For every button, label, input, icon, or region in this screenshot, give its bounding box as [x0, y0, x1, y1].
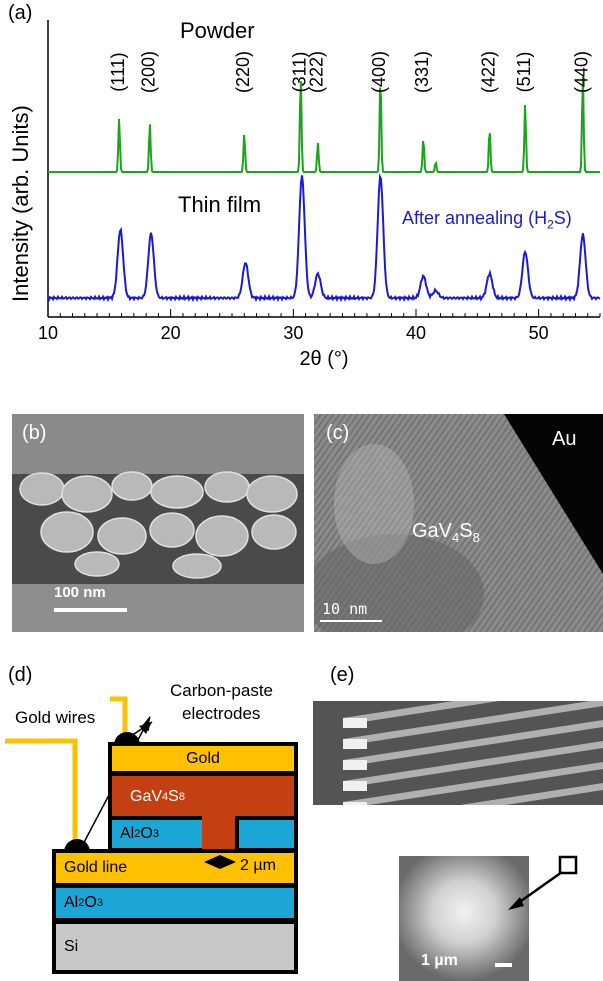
panel-a-label: (a) — [8, 2, 33, 24]
carbon-label-2: electrodes — [182, 704, 261, 723]
gav4s8-label: GaV4S8 — [412, 520, 480, 545]
powder-series-line — [48, 76, 600, 173]
hkl-label: (511) — [514, 52, 534, 93]
carbon-label-1: Carbon-paste — [170, 681, 274, 700]
hkl-label: (111) — [108, 52, 128, 91]
panel-d-label: (d) — [8, 664, 33, 686]
scale-bar-c — [320, 620, 382, 622]
thin-film-series-line — [47, 172, 601, 303]
scale-bar-c-label: 10 nm — [322, 600, 368, 618]
hkl-label: (220) — [233, 51, 253, 93]
x-tick-label: 10 — [38, 323, 58, 343]
electrode-stripe — [343, 741, 603, 788]
gold-wires-label: Gold wires — [15, 708, 96, 727]
electrode-pad — [343, 760, 367, 770]
inset-scale-label: 1 µm — [421, 952, 458, 969]
inset-image: 1 µm — [399, 856, 529, 981]
sem-image: (b) 100 nm — [12, 414, 304, 632]
al2o3-top-layer: Al 2 O 3 — [108, 816, 206, 852]
annealing-label: After annealing (H2S) — [402, 208, 572, 232]
electrode-pad — [343, 781, 367, 791]
powder-label: Powder — [180, 18, 255, 43]
panel-e-label: (e) — [330, 664, 355, 686]
al2o3-top-right-layer — [235, 816, 298, 852]
au-label: Au — [552, 428, 577, 450]
hkl-label: (400) — [369, 51, 389, 93]
x-axis-label: 2θ (°) — [299, 348, 348, 370]
si-layer: Si — [52, 920, 298, 974]
gav4s8-layer: GaV 4 S 8 — [108, 772, 298, 818]
tem-image: (c) Au GaV4S8 10 nm — [314, 414, 603, 632]
x-tick-label: 40 — [406, 323, 426, 343]
hkl-label: (200) — [139, 51, 159, 93]
scale-bar-b — [54, 608, 127, 612]
electrode-stripe — [343, 701, 499, 725]
x-tick-label: 20 — [161, 323, 181, 343]
electrode-pad — [343, 802, 367, 805]
electrode-stripe — [343, 762, 603, 805]
electrode-stripe — [343, 701, 603, 746]
panel-c-label: (c) — [326, 422, 350, 444]
hkl-label: (311) — [289, 52, 309, 93]
hkl-label: (440) — [572, 51, 592, 93]
electrode-stripe — [343, 720, 603, 767]
electrode-stripe — [460, 783, 603, 805]
thin-film-label: Thin film — [178, 192, 262, 217]
gav4s8-gap-fill — [202, 816, 238, 852]
hkl-label: (422) — [478, 51, 498, 93]
tem-texture — [314, 414, 603, 632]
inset-texture — [399, 856, 529, 981]
panel-b-label: (b) — [22, 422, 47, 444]
scale-bar-b-label: 100 nm — [54, 584, 106, 601]
hkl-label: (331) — [412, 51, 432, 93]
xrd-chart: 10 20 30 40 50 2θ (°) (111) (200) (220) (311)(222… — [38, 20, 601, 370]
electrode-array — [313, 701, 603, 805]
gold-layer: Gold — [108, 742, 298, 775]
x-tick-label: 30 — [283, 323, 303, 343]
electrode-pad — [343, 739, 367, 749]
x-tick-label: 50 — [529, 323, 549, 343]
al2o3-bottom-layer: Al 2 O 3 — [52, 884, 298, 922]
gap-label: 2 µm — [240, 857, 276, 874]
sem-texture — [12, 414, 304, 632]
electrode-pad — [343, 718, 367, 728]
inset-scale-bar — [495, 963, 512, 967]
hkl-label: (222) — [307, 51, 327, 93]
